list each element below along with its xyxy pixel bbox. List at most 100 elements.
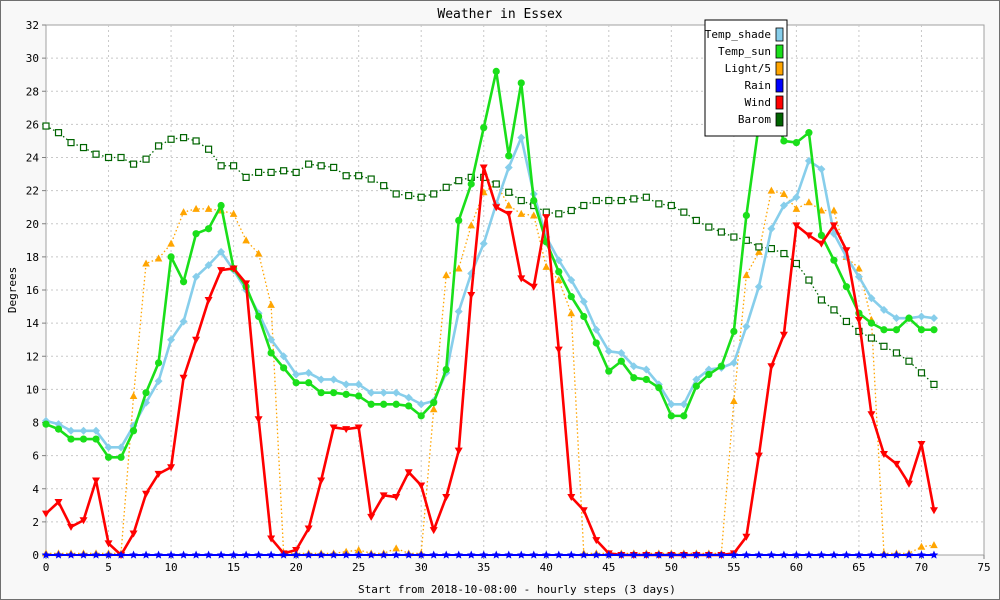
- point-rain: [541, 550, 551, 559]
- point-temp-shade: [317, 375, 326, 384]
- point-rain: [617, 550, 626, 559]
- point-wind: [404, 469, 413, 477]
- x-tick-label: 5: [105, 561, 112, 574]
- point-barom: [655, 200, 663, 208]
- point-temp-sun: [730, 327, 738, 336]
- point-temp-shade: [579, 297, 588, 306]
- point-barom: [717, 228, 725, 236]
- point-light-5: [142, 259, 150, 267]
- point-rain: [829, 550, 839, 559]
- legend-label: Rain: [745, 79, 772, 92]
- legend: Temp_shade Temp_sun Light/5 Rain Wind Barom: [704, 19, 788, 137]
- point-light-5: [542, 262, 551, 270]
- point-barom: [142, 155, 150, 163]
- point-wind: [492, 204, 501, 212]
- point-barom: [392, 190, 400, 198]
- y-tick-label: 2: [32, 516, 39, 529]
- point-temp-shade: [592, 325, 601, 334]
- point-rain: [329, 550, 338, 559]
- point-barom: [555, 210, 563, 218]
- point-temp-shade: [354, 380, 363, 389]
- point-barom: [305, 160, 313, 168]
- point-temp-sun: [42, 420, 50, 428]
- point-temp-sun: [917, 326, 926, 334]
- point-temp-sun: [204, 225, 213, 233]
- y-tick-label: 4: [32, 483, 39, 496]
- point-wind: [917, 441, 926, 449]
- point-wind: [54, 499, 63, 506]
- point-rain: [629, 550, 639, 559]
- point-rain: [904, 550, 914, 559]
- point-wind: [754, 452, 763, 460]
- point-rain: [41, 550, 51, 559]
- point-wind: [479, 164, 488, 172]
- point-barom: [292, 168, 300, 177]
- point-wind: [217, 267, 226, 275]
- point-temp-shade: [179, 317, 188, 326]
- point-temp-shade: [604, 347, 613, 356]
- x-tick-label: 75: [977, 561, 990, 574]
- point-temp-sun: [117, 453, 125, 461]
- point-rain: [129, 550, 138, 559]
- point-wind: [129, 530, 138, 538]
- point-rain: [654, 550, 664, 559]
- point-temp-shade: [417, 400, 426, 409]
- point-light-5: [780, 189, 788, 197]
- y-tick-label: 6: [32, 450, 39, 463]
- point-light-5: [567, 309, 576, 317]
- point-barom: [905, 357, 913, 365]
- point-barom: [892, 349, 901, 357]
- point-rain: [391, 550, 401, 559]
- point-barom: [42, 122, 50, 130]
- point-temp-shade: [192, 272, 201, 281]
- point-light-5: [229, 209, 238, 217]
- point-barom: [280, 167, 288, 175]
- point-barom: [567, 206, 575, 215]
- point-light-5: [467, 221, 476, 229]
- point-wind: [79, 517, 88, 525]
- point-temp-shade: [692, 375, 701, 384]
- point-barom: [805, 276, 813, 284]
- legend-label: Light/5: [725, 62, 771, 75]
- point-light-5: [917, 542, 926, 550]
- point-rain: [779, 550, 789, 559]
- point-rain: [179, 550, 188, 559]
- point-temp-sun: [392, 400, 400, 408]
- x-tick-label: 45: [602, 561, 615, 574]
- point-wind: [792, 222, 801, 230]
- point-barom: [179, 134, 188, 142]
- point-temp-shade: [629, 362, 638, 371]
- point-barom: [192, 137, 200, 145]
- x-tick-label: 15: [227, 561, 240, 574]
- point-wind: [317, 477, 326, 485]
- point-rain: [792, 550, 801, 559]
- point-rain: [229, 550, 238, 559]
- point-wind: [67, 523, 76, 531]
- point-barom: [154, 142, 163, 150]
- y-tick-label: 28: [26, 85, 39, 98]
- point-temp-shade: [404, 393, 413, 402]
- point-barom: [405, 191, 413, 200]
- point-rain: [191, 550, 201, 559]
- point-temp-sun: [692, 382, 700, 390]
- point-rain: [266, 550, 276, 559]
- point-temp-shade: [392, 388, 401, 397]
- point-rain: [279, 550, 288, 559]
- point-temp-shade: [917, 312, 926, 321]
- point-temp-shade: [567, 276, 576, 285]
- point-wind: [817, 240, 826, 248]
- point-rain: [116, 550, 126, 559]
- point-barom: [667, 201, 675, 210]
- point-light-5: [529, 211, 538, 219]
- legend-label: Barom: [738, 113, 771, 126]
- point-temp-sun: [192, 230, 200, 238]
- chart-title: Weather in Essex: [437, 7, 562, 22]
- point-light-5: [179, 208, 188, 216]
- series-rain: [41, 550, 939, 559]
- legend-swatch: [775, 61, 784, 76]
- point-rain: [429, 550, 438, 559]
- point-wind: [204, 296, 213, 304]
- legend-swatch: [775, 27, 784, 42]
- point-temp-sun: [67, 435, 75, 443]
